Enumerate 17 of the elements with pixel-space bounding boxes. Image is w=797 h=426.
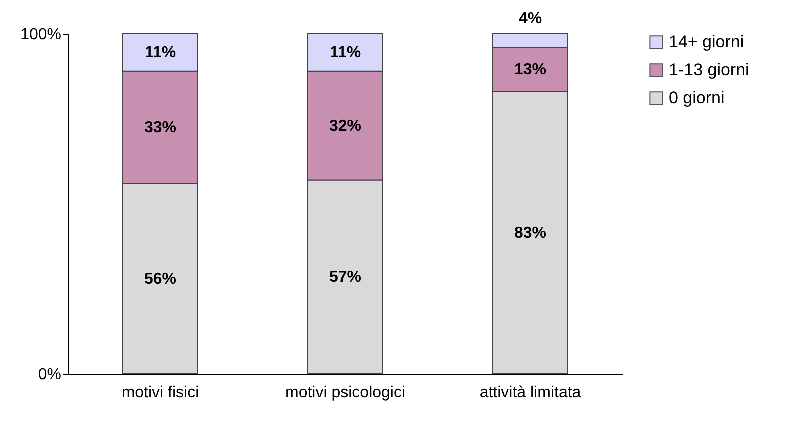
data-label: 11% bbox=[330, 44, 362, 62]
data-label: 11% bbox=[144, 44, 176, 62]
data-label: 83% bbox=[514, 224, 547, 242]
data-label: 4% bbox=[518, 10, 542, 28]
x-tick-label: attività limitata bbox=[480, 384, 582, 402]
legend-label: 14+ giorni bbox=[669, 32, 744, 52]
legend-label: 0 giorni bbox=[669, 88, 725, 108]
x-tick-label: motivi psicologici bbox=[285, 384, 406, 402]
legend-label: 1-13 giorni bbox=[669, 60, 750, 80]
y-tick-label: 0% bbox=[38, 366, 62, 384]
data-label: 33% bbox=[144, 120, 177, 136]
data-label: 57% bbox=[329, 269, 362, 286]
y-tick-label: 100% bbox=[20, 26, 62, 44]
data-label: 32% bbox=[329, 118, 362, 135]
x-tick-label: motivi fisici bbox=[122, 384, 200, 402]
data-label: 13% bbox=[514, 62, 547, 79]
data-label: 56% bbox=[144, 270, 177, 288]
